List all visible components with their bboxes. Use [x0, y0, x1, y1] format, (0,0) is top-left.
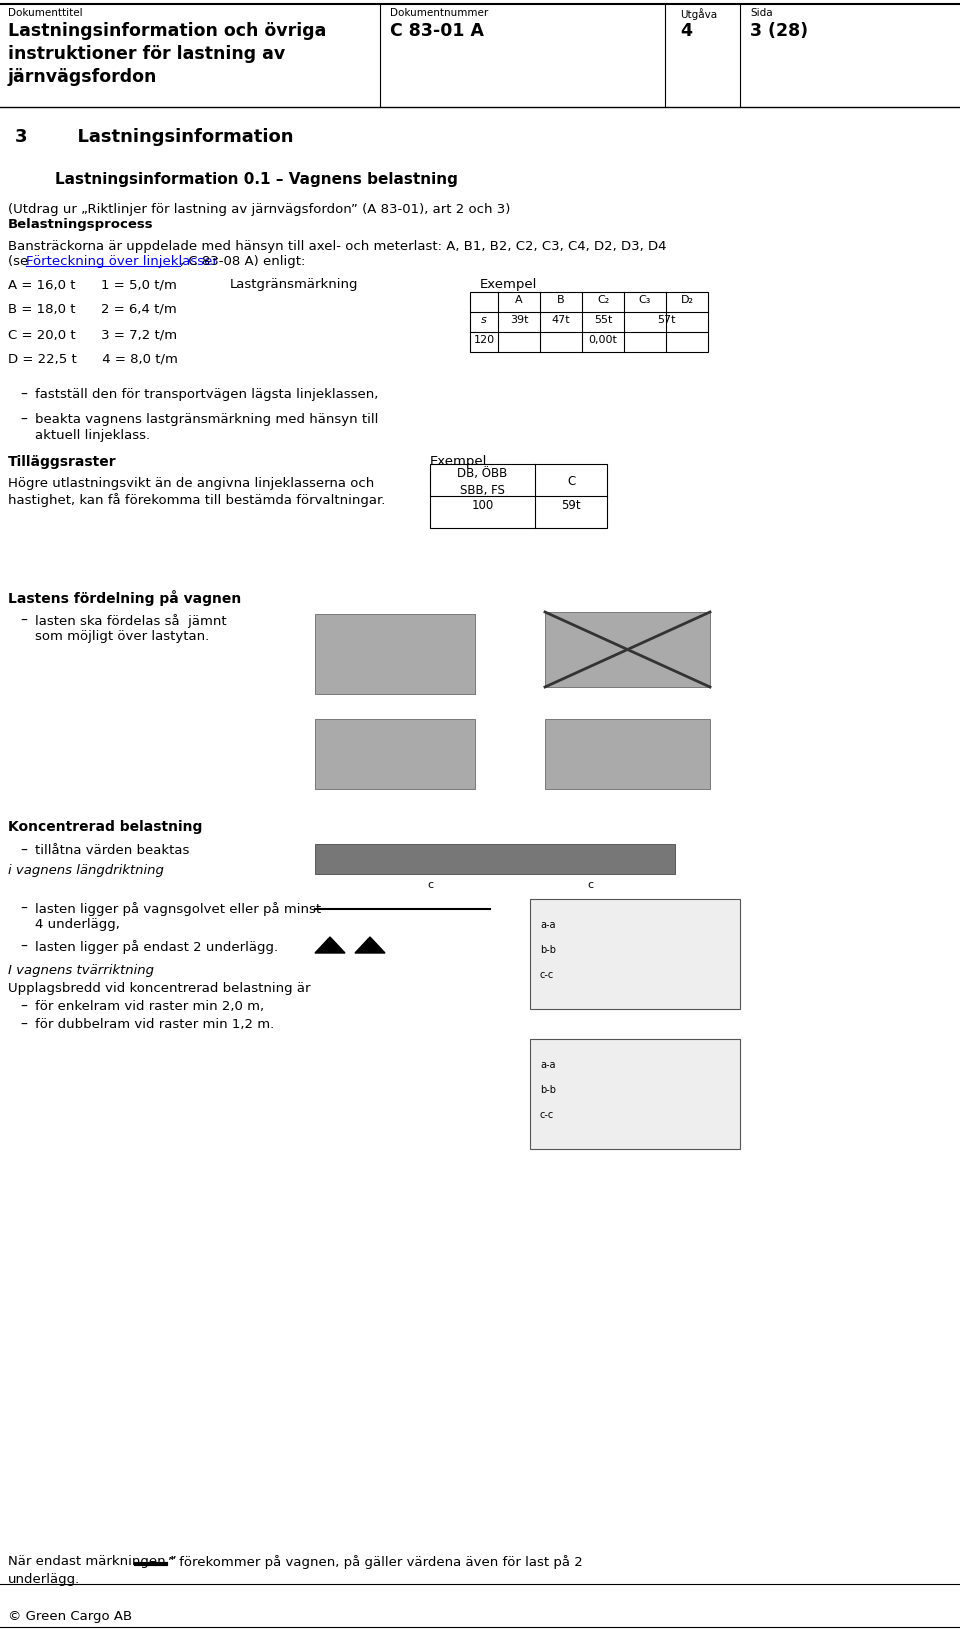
Text: B = 18,0 t      2 = 6,4 t/m: B = 18,0 t 2 = 6,4 t/m: [8, 303, 177, 316]
Text: A = 16,0 t      1 = 5,0 t/m: A = 16,0 t 1 = 5,0 t/m: [8, 277, 177, 290]
Text: beakta vagnens lastgränsmärkning med hänsyn till: beakta vagnens lastgränsmärkning med hän…: [35, 412, 378, 425]
Text: Lastgränsmärkning: Lastgränsmärkning: [230, 277, 358, 290]
Bar: [545, 613, 710, 688]
Text: Förteckning över linjeklasser: Förteckning över linjeklasser: [26, 254, 218, 267]
Text: A: A: [516, 295, 523, 305]
Text: c: c: [587, 880, 593, 890]
Text: fastställ den för transportvägen lägsta linjeklassen,: fastställ den för transportvägen lägsta …: [35, 388, 378, 401]
Text: Dokumenttitel: Dokumenttitel: [8, 8, 83, 18]
Text: Upplagsbredd vid koncentrerad belastning är: Upplagsbredd vid koncentrerad belastning…: [8, 981, 310, 994]
Bar: [430, 465, 607, 528]
Text: Exempel: Exempel: [480, 277, 538, 290]
Text: Koncentrerad belastning: Koncentrerad belastning: [8, 820, 203, 833]
Text: –: –: [20, 613, 27, 628]
Text: I vagnens tvärriktning: I vagnens tvärriktning: [8, 963, 154, 976]
Text: Sida: Sida: [750, 8, 773, 18]
Text: lasten ligger på endast 2 underlägg.: lasten ligger på endast 2 underlägg.: [35, 939, 278, 954]
Text: –: –: [20, 843, 27, 857]
Text: tillåtna värden beaktas: tillåtna värden beaktas: [35, 843, 189, 856]
Polygon shape: [315, 937, 345, 954]
Text: Lastningsinformation och övriga
instruktioner för lastning av
järnvägsfordon: Lastningsinformation och övriga instrukt…: [8, 21, 326, 86]
Text: Utgåva: Utgåva: [680, 8, 717, 20]
Text: 4 underlägg,: 4 underlägg,: [35, 918, 120, 931]
Text: lasten ska fördelas så  jämnt: lasten ska fördelas så jämnt: [35, 613, 227, 628]
Text: C: C: [566, 474, 575, 487]
Bar: [315, 844, 675, 874]
Text: Tilläggsraster: Tilläggsraster: [8, 455, 116, 469]
Text: –: –: [20, 999, 27, 1014]
Text: i vagnens längdriktning: i vagnens längdriktning: [8, 864, 164, 877]
Text: b-b: b-b: [540, 1084, 556, 1094]
Text: Belastningsprocess: Belastningsprocess: [8, 218, 154, 231]
Text: s: s: [481, 315, 487, 324]
Text: B: B: [557, 295, 564, 305]
Text: aktuell linjeklass.: aktuell linjeklass.: [35, 429, 150, 442]
Text: 39t: 39t: [510, 315, 528, 324]
Text: C = 20,0 t      3 = 7,2 t/m: C = 20,0 t 3 = 7,2 t/m: [8, 328, 178, 341]
Text: C 83-01 A: C 83-01 A: [390, 21, 484, 41]
Text: Bansträckorna är uppdelade med hänsyn till axel- och meterlast: A, B1, B2, C2, C: Bansträckorna är uppdelade med hänsyn ti…: [8, 240, 666, 253]
Polygon shape: [355, 937, 385, 954]
Text: 3 (28): 3 (28): [750, 21, 808, 41]
Text: –: –: [20, 939, 27, 954]
Text: hastighet, kan få förekomma till bestämda förvaltningar.: hastighet, kan få förekomma till bestämd…: [8, 492, 385, 507]
Text: a-a: a-a: [540, 1060, 556, 1069]
Text: C₃: C₃: [638, 295, 651, 305]
Text: , C 83-08 A) enligt:: , C 83-08 A) enligt:: [180, 254, 305, 267]
Text: –: –: [20, 901, 27, 916]
Text: c-c: c-c: [540, 1110, 554, 1120]
Bar: [530, 900, 740, 1009]
Text: 55t: 55t: [594, 315, 612, 324]
Bar: [315, 719, 475, 789]
Text: –: –: [20, 1017, 27, 1032]
Text: 3        Lastningsinformation: 3 Lastningsinformation: [15, 127, 294, 147]
Text: Exempel: Exempel: [430, 455, 488, 468]
Text: 47t: 47t: [552, 315, 570, 324]
Text: –: –: [20, 388, 27, 401]
Text: Lastningsinformation 0.1 – Vagnens belastning: Lastningsinformation 0.1 – Vagnens belas…: [55, 171, 458, 187]
Text: 100: 100: [471, 499, 493, 512]
Text: c: c: [427, 880, 433, 890]
Text: a-a: a-a: [540, 919, 556, 929]
Text: D₂: D₂: [681, 295, 693, 305]
Text: 0,00t: 0,00t: [588, 334, 617, 346]
Text: Lastens fördelning på vagnen: Lastens fördelning på vagnen: [8, 590, 241, 606]
Text: © Green Cargo AB: © Green Cargo AB: [8, 1609, 132, 1622]
Text: 120: 120: [473, 334, 494, 346]
Text: för enkelram vid raster min 2,0 m,: för enkelram vid raster min 2,0 m,: [35, 999, 264, 1012]
Text: lasten ligger på vagnsgolvet eller på minst: lasten ligger på vagnsgolvet eller på mi…: [35, 901, 322, 916]
Text: 59t: 59t: [562, 499, 581, 512]
Bar: [315, 615, 475, 694]
Bar: [545, 719, 710, 789]
Text: (Utdrag ur „Riktlinjer för lastning av järnvägsfordon” (A 83-01), art 2 och 3): (Utdrag ur „Riktlinjer för lastning av j…: [8, 202, 511, 215]
Text: Dokumentnummer: Dokumentnummer: [390, 8, 489, 18]
Text: för dubbelram vid raster min 1,2 m.: för dubbelram vid raster min 1,2 m.: [35, 1017, 275, 1030]
Text: underlägg.: underlägg.: [8, 1571, 81, 1584]
Text: DB, ÖBB
SBB, FS: DB, ÖBB SBB, FS: [457, 466, 508, 497]
Text: c-c: c-c: [540, 970, 554, 980]
Text: ” förekommer på vagnen, på gäller värdena även för last på 2: ” förekommer på vagnen, på gäller värden…: [168, 1553, 583, 1568]
Text: D = 22,5 t      4 = 8,0 t/m: D = 22,5 t 4 = 8,0 t/m: [8, 352, 178, 365]
Text: 4: 4: [680, 21, 692, 41]
Text: C₂: C₂: [597, 295, 610, 305]
Text: –: –: [20, 412, 27, 427]
Bar: [530, 1040, 740, 1149]
Text: När endast märkningen ”: När endast märkningen ”: [8, 1553, 177, 1566]
Text: som möjligt över lastytan.: som möjligt över lastytan.: [35, 629, 209, 642]
Bar: [470, 293, 708, 352]
Text: b-b: b-b: [540, 944, 556, 955]
Text: 57t: 57t: [657, 315, 675, 324]
Text: (se: (se: [8, 254, 33, 267]
Text: Högre utlastningsvikt än de angivna linjeklasserna och: Högre utlastningsvikt än de angivna linj…: [8, 476, 374, 489]
